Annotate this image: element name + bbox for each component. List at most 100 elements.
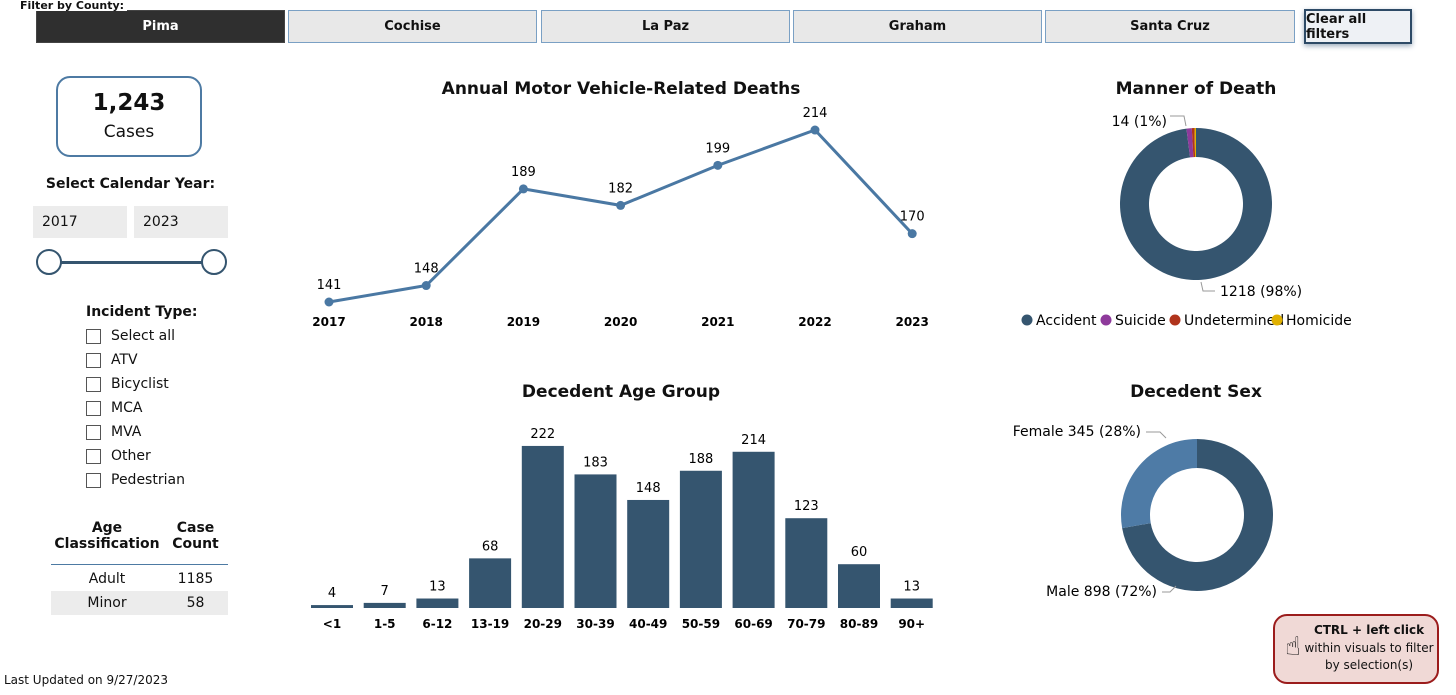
bar-x-tick: 70-79 [787, 617, 825, 631]
male-data-label: Male 898 (72%) [1046, 584, 1157, 600]
checkbox-box[interactable] [86, 472, 101, 488]
line-data-label: 199 [705, 141, 730, 156]
legend-label-homicide[interactable]: Homicide [1286, 313, 1352, 329]
suicide-data-label: 14 (1%) [1112, 114, 1167, 130]
line-point[interactable] [616, 200, 626, 210]
line-point[interactable] [518, 184, 528, 194]
legend-marker-undetermined [1169, 314, 1181, 326]
age-bar[interactable] [890, 598, 933, 608]
line-chart-title: Annual Motor Vehicle-Related Deaths [441, 79, 801, 99]
line-data-label: 170 [900, 210, 925, 225]
checkbox-box[interactable] [86, 448, 101, 464]
age-bar[interactable] [785, 518, 828, 608]
county-button-santa-cruz[interactable]: Santa Cruz [1045, 10, 1295, 43]
bar-data-label: 222 [530, 427, 555, 442]
bar-x-tick: <1 [323, 617, 341, 631]
slice-female[interactable] [1121, 439, 1197, 529]
bar-x-tick: 40-49 [629, 617, 667, 631]
legend-label-accident[interactable]: Accident [1036, 313, 1097, 329]
line-point[interactable] [907, 229, 917, 239]
clear-filters-button[interactable]: Clear all filters [1304, 9, 1412, 44]
age-bar[interactable] [363, 602, 406, 608]
header-count: Count [172, 536, 219, 552]
age-bar[interactable] [521, 445, 564, 608]
age-bar[interactable] [732, 451, 775, 608]
county-button-pima[interactable]: Pima [36, 10, 285, 43]
checkbox-label: Pedestrian [111, 472, 185, 488]
ctrl-click-tip: ☝ CTRL + left click within visuals to fi… [1273, 614, 1439, 684]
age-bar[interactable] [469, 558, 512, 608]
bar-x-tick: 6-12 [422, 617, 452, 631]
county-button-graham[interactable]: Graham [793, 10, 1042, 43]
checkbox-label: Select all [111, 328, 175, 344]
bar-data-label: 148 [636, 481, 661, 496]
hand-pointer-icon: ☝ [1285, 632, 1301, 662]
incident-checkbox-atv[interactable]: ATV [86, 352, 138, 368]
checkbox-box[interactable] [86, 328, 101, 344]
legend-marker-suicide [1100, 314, 1112, 326]
age-bar[interactable] [627, 499, 670, 608]
line-x-tick: 2019 [507, 315, 540, 329]
incident-checkbox-select-all[interactable]: Select all [86, 328, 175, 344]
sex-chart-title: Decedent Sex [1130, 382, 1262, 402]
year-to-input[interactable]: 2023 [134, 206, 228, 238]
last-updated: Last Updated on 9/27/2023 [4, 673, 168, 687]
county-button-cochise[interactable]: Cochise [288, 10, 537, 43]
row-count: 1185 [177, 571, 214, 587]
bar-x-tick: 60-69 [734, 617, 772, 631]
incident-checkbox-other[interactable]: Other [86, 448, 151, 464]
tip-line2: within visuals to filter [1304, 641, 1434, 655]
incident-checkbox-mca[interactable]: MCA [86, 400, 142, 416]
leader-line [1170, 115, 1187, 127]
checkbox-box[interactable] [86, 400, 101, 416]
slice-undetermined[interactable] [1191, 128, 1196, 158]
slice-suicide[interactable] [1186, 128, 1194, 158]
year-slider-track[interactable] [50, 261, 214, 264]
legend-label-suicide[interactable]: Suicide [1115, 313, 1166, 329]
incident-checkbox-pedestrian[interactable]: Pedestrian [86, 472, 185, 488]
bar-chart-title: Decedent Age Group [521, 382, 721, 402]
tip-title: CTRL + left click [1313, 623, 1425, 637]
slice-accident[interactable] [1120, 128, 1273, 281]
slice-homicide[interactable] [1194, 128, 1196, 158]
year-from-input[interactable]: 2017 [33, 206, 127, 238]
line-x-tick: 2021 [701, 315, 734, 329]
bar-data-label: 13 [903, 580, 920, 595]
bar-data-label: 188 [688, 452, 713, 467]
age-classification-table: Age Classification Case Count Adult 1185 Mi… [51, 520, 228, 615]
line-point[interactable] [324, 297, 334, 307]
manner-chart-title: Manner of Death [1115, 79, 1277, 99]
checkbox-box[interactable] [86, 376, 101, 392]
legend-label-undetermined[interactable]: Undetermined [1184, 313, 1284, 329]
age-bar[interactable] [311, 605, 353, 608]
bar-data-label: 68 [482, 539, 499, 554]
checkbox-label: Bicyclist [111, 376, 169, 392]
age-bar[interactable] [679, 470, 722, 608]
incident-checkbox-bicyclist[interactable]: Bicyclist [86, 376, 169, 392]
bar-x-tick: 50-59 [682, 617, 720, 631]
female-data-label: Female 345 (28%) [1013, 424, 1141, 440]
bar-data-label: 60 [851, 545, 868, 560]
filter-label: Filter by County: [20, 0, 128, 11]
line-point[interactable] [421, 281, 431, 291]
cases-label: Cases [103, 122, 155, 142]
county-button-la-paz[interactable]: La Paz [541, 10, 790, 43]
bar-data-label: 183 [583, 455, 608, 470]
age-bar[interactable] [574, 474, 617, 608]
bar-x-tick: 13-19 [471, 617, 509, 631]
slice-male[interactable] [1122, 439, 1273, 591]
line-x-tick: 2022 [798, 315, 831, 329]
checkbox-box[interactable] [86, 352, 101, 368]
year-slider-end-handle[interactable] [201, 249, 227, 275]
line-point[interactable] [810, 125, 820, 135]
age-bar[interactable] [416, 598, 459, 608]
leader-line [1162, 585, 1177, 593]
checkbox-box[interactable] [86, 424, 101, 440]
bar-x-tick: 90+ [898, 617, 925, 631]
line-x-tick: 2018 [409, 315, 442, 329]
age-bar[interactable] [838, 564, 880, 608]
line-point[interactable] [713, 160, 723, 170]
year-slider-start-handle[interactable] [36, 249, 62, 275]
line-data-label: 182 [608, 181, 633, 196]
incident-checkbox-mva[interactable]: MVA [86, 424, 141, 440]
